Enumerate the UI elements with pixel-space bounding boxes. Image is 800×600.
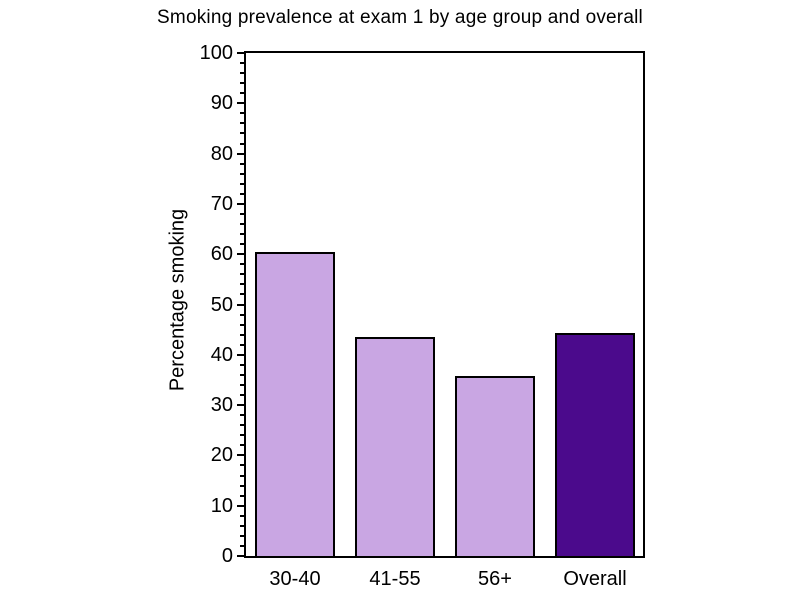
y-tick-label: 60 — [210, 243, 233, 266]
y-major-tick — [237, 202, 244, 205]
y-minor-tick — [240, 544, 244, 547]
y-minor-tick — [240, 434, 244, 437]
y-major-tick — [237, 253, 244, 256]
y-minor-tick — [240, 333, 244, 336]
y-tick-label: 0 — [221, 545, 233, 567]
x-tick-label: 56+ — [478, 568, 512, 590]
y-minor-tick — [240, 92, 244, 95]
y-major-tick — [237, 353, 244, 356]
y-major-tick — [237, 102, 244, 105]
y-minor-tick — [240, 243, 244, 246]
y-tick-label: 90 — [210, 92, 233, 115]
y-minor-tick — [240, 323, 244, 326]
y-minor-tick — [240, 233, 244, 236]
y-minor-tick — [240, 132, 244, 135]
bar-56+ — [455, 375, 535, 556]
y-minor-tick — [240, 524, 244, 527]
y-minor-tick — [240, 464, 244, 467]
y-tick-label: 100 — [199, 42, 233, 64]
y-minor-tick — [240, 273, 244, 276]
y-major-tick — [237, 555, 244, 557]
y-minor-tick — [240, 514, 244, 517]
y-minor-tick — [240, 112, 244, 115]
y-tick-label: 30 — [210, 394, 233, 417]
y-minor-tick — [240, 212, 244, 215]
bar-overall — [555, 333, 635, 556]
y-minor-tick — [240, 343, 244, 346]
y-minor-tick — [240, 363, 244, 366]
y-minor-tick — [240, 444, 244, 447]
y-major-tick — [237, 303, 244, 306]
y-minor-tick — [240, 172, 244, 175]
y-minor-tick — [240, 142, 244, 145]
x-tick-label: 41-55 — [369, 568, 421, 590]
y-tick-label: 70 — [210, 192, 233, 215]
y-minor-tick — [240, 72, 244, 75]
y-minor-tick — [240, 313, 244, 316]
y-minor-tick — [240, 494, 244, 497]
y-major-tick — [237, 504, 244, 507]
y-minor-tick — [240, 424, 244, 427]
chart-title: Smoking prevalence at exam 1 by age grou… — [157, 7, 643, 28]
y-minor-tick — [240, 82, 244, 85]
y-tick-label: 50 — [210, 293, 233, 316]
y-axis-label: Percentage smoking — [166, 208, 189, 392]
y-minor-tick — [240, 283, 244, 286]
y-major-tick — [237, 404, 244, 407]
y-major-tick — [237, 152, 244, 155]
y-minor-tick — [240, 62, 244, 65]
x-tick-label: Overall — [563, 568, 627, 590]
y-minor-tick — [240, 373, 244, 376]
y-minor-tick — [240, 192, 244, 195]
bar-30-40 — [255, 252, 335, 556]
y-minor-tick — [240, 383, 244, 386]
y-major-tick — [237, 454, 244, 457]
y-minor-tick — [240, 263, 244, 266]
y-minor-tick — [240, 474, 244, 477]
bar-41-55 — [355, 336, 435, 556]
y-minor-tick — [240, 394, 244, 397]
y-tick-label: 40 — [210, 343, 233, 366]
y-minor-tick — [240, 534, 244, 537]
y-tick-label: 20 — [210, 444, 233, 467]
y-minor-tick — [240, 122, 244, 125]
y-minor-tick — [240, 293, 244, 296]
plot-area: 0 10 20 30 40 50 60 70 80 90 100 30-40 41-55 56+ Overa… — [200, 43, 645, 590]
y-minor-tick — [240, 182, 244, 185]
y-tick-label: 10 — [210, 494, 233, 517]
y-minor-tick — [240, 414, 244, 417]
y-tick-label: 80 — [210, 142, 233, 165]
y-major-tick — [237, 52, 244, 54]
x-tick-label: 30-40 — [269, 568, 321, 590]
y-minor-tick — [240, 162, 244, 165]
y-minor-tick — [240, 484, 244, 487]
y-minor-tick — [240, 223, 244, 226]
